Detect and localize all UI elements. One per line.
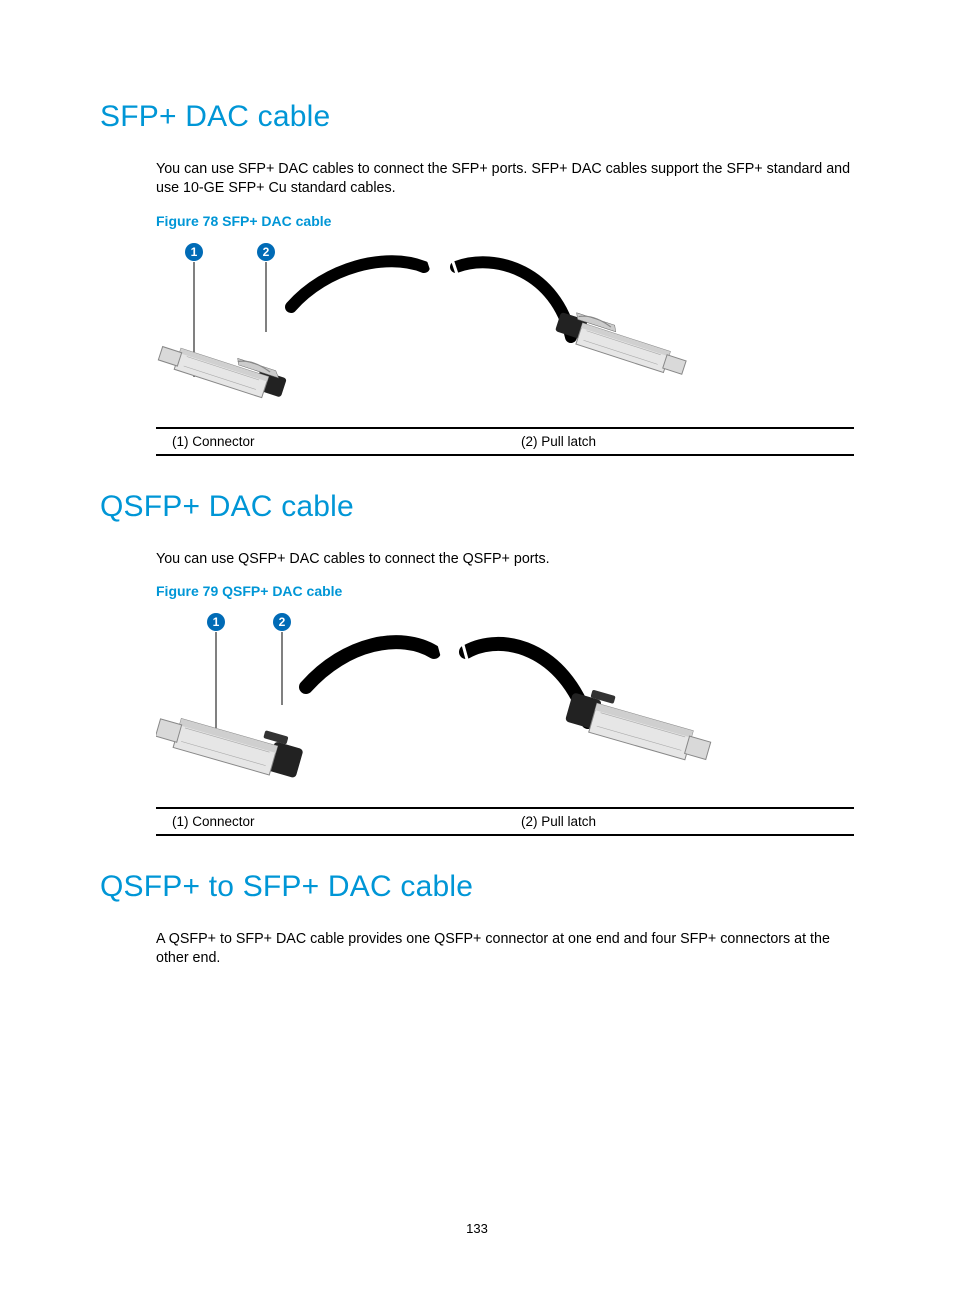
legend-pull-latch: (2) Pull latch [505, 428, 854, 455]
sfp-dac-diagram: 1 2 [156, 237, 716, 427]
heading-qsfp-to-sfp: QSFP+ to SFP+ DAC cable [100, 870, 864, 904]
legend-connector: (1) Connector [156, 428, 505, 455]
legend-connector: (1) Connector [156, 808, 505, 835]
svg-text:1: 1 [213, 615, 220, 629]
callout-2-icon: 2 [257, 243, 275, 261]
figure-caption-78: Figure 78 SFP+ DAC cable [156, 213, 864, 229]
body-sfp-dac: You can use SFP+ DAC cables to connect t… [156, 160, 854, 199]
svg-text:2: 2 [279, 615, 286, 629]
svg-text:2: 2 [263, 245, 270, 259]
heading-sfp-dac: SFP+ DAC cable [100, 100, 864, 134]
figure-79: 1 2 [156, 607, 854, 836]
body-qsfp-dac: You can use QSFP+ DAC cables to connect … [156, 550, 854, 569]
legend-pull-latch: (2) Pull latch [505, 808, 854, 835]
qsfp-dac-diagram: 1 2 [156, 607, 716, 807]
page-number: 133 [0, 1221, 954, 1236]
callout-2-icon: 2 [273, 613, 291, 631]
body-qsfp-to-sfp: A QSFP+ to SFP+ DAC cable provides one Q… [156, 930, 854, 969]
heading-qsfp-dac: QSFP+ DAC cable [100, 490, 864, 524]
legend-table-79: (1) Connector (2) Pull latch [156, 807, 854, 836]
figure-78: 1 2 [156, 237, 854, 456]
legend-table-78: (1) Connector (2) Pull latch [156, 427, 854, 456]
callout-1-icon: 1 [185, 243, 203, 261]
callout-1-icon: 1 [207, 613, 225, 631]
svg-text:1: 1 [191, 245, 198, 259]
figure-caption-79: Figure 79 QSFP+ DAC cable [156, 583, 864, 599]
